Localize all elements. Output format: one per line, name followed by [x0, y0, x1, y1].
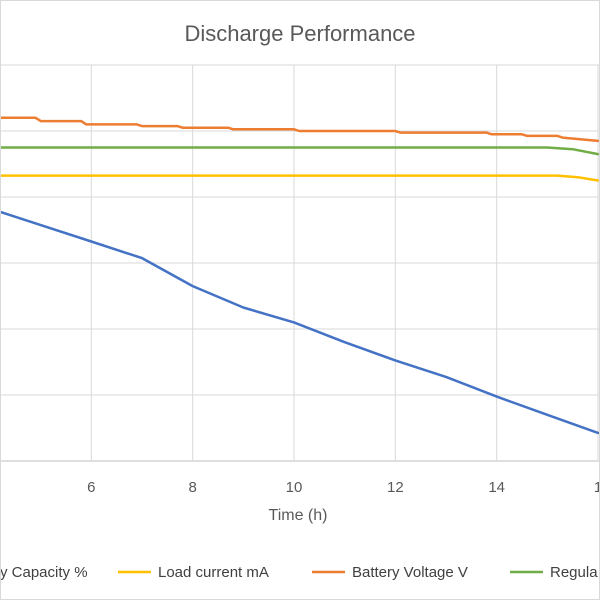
series-line: [0, 146, 600, 156]
legend-label: Regula: [550, 564, 598, 581]
x-tick-label: 12: [387, 479, 404, 496]
x-tick-label: 6: [87, 479, 95, 496]
x-tick-labels: 6 8 10 12 14 1: [87, 479, 600, 496]
legend: y Capacity % Load current mA Battery Volta…: [0, 564, 598, 581]
chart-title: Discharge Performance: [184, 21, 415, 46]
series-line: [0, 210, 600, 435]
series-line: [0, 174, 600, 182]
legend-label: y Capacity %: [0, 564, 88, 581]
series-line: [0, 116, 600, 143]
legend-label: Battery Voltage V: [352, 564, 468, 581]
series-lines: [0, 116, 600, 435]
x-tick-label: 14: [488, 479, 505, 496]
x-tick-label: 8: [188, 479, 196, 496]
legend-label: Load current mA: [158, 564, 269, 581]
x-axis-label: Time (h): [269, 507, 328, 524]
x-tick-label: 1: [594, 479, 600, 496]
x-tick-label: 10: [286, 479, 303, 496]
